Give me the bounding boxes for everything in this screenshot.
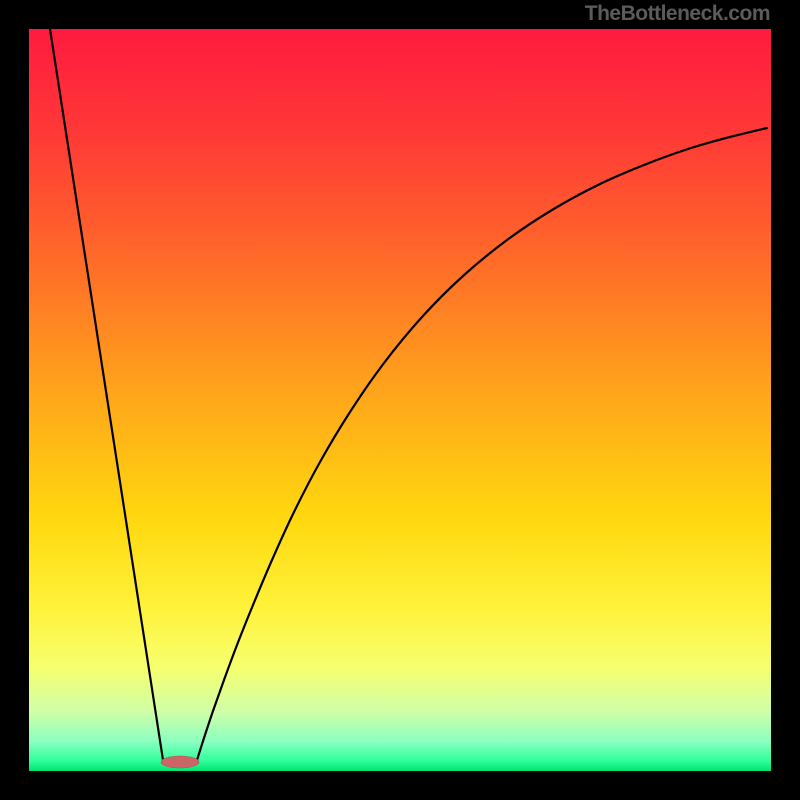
chart-svg [0, 0, 800, 800]
watermark-text: TheBottleneck.com [585, 2, 770, 26]
chart-root: TheBottleneck.com [0, 0, 800, 800]
plot-background [29, 29, 771, 771]
bottom-marker [161, 756, 199, 768]
